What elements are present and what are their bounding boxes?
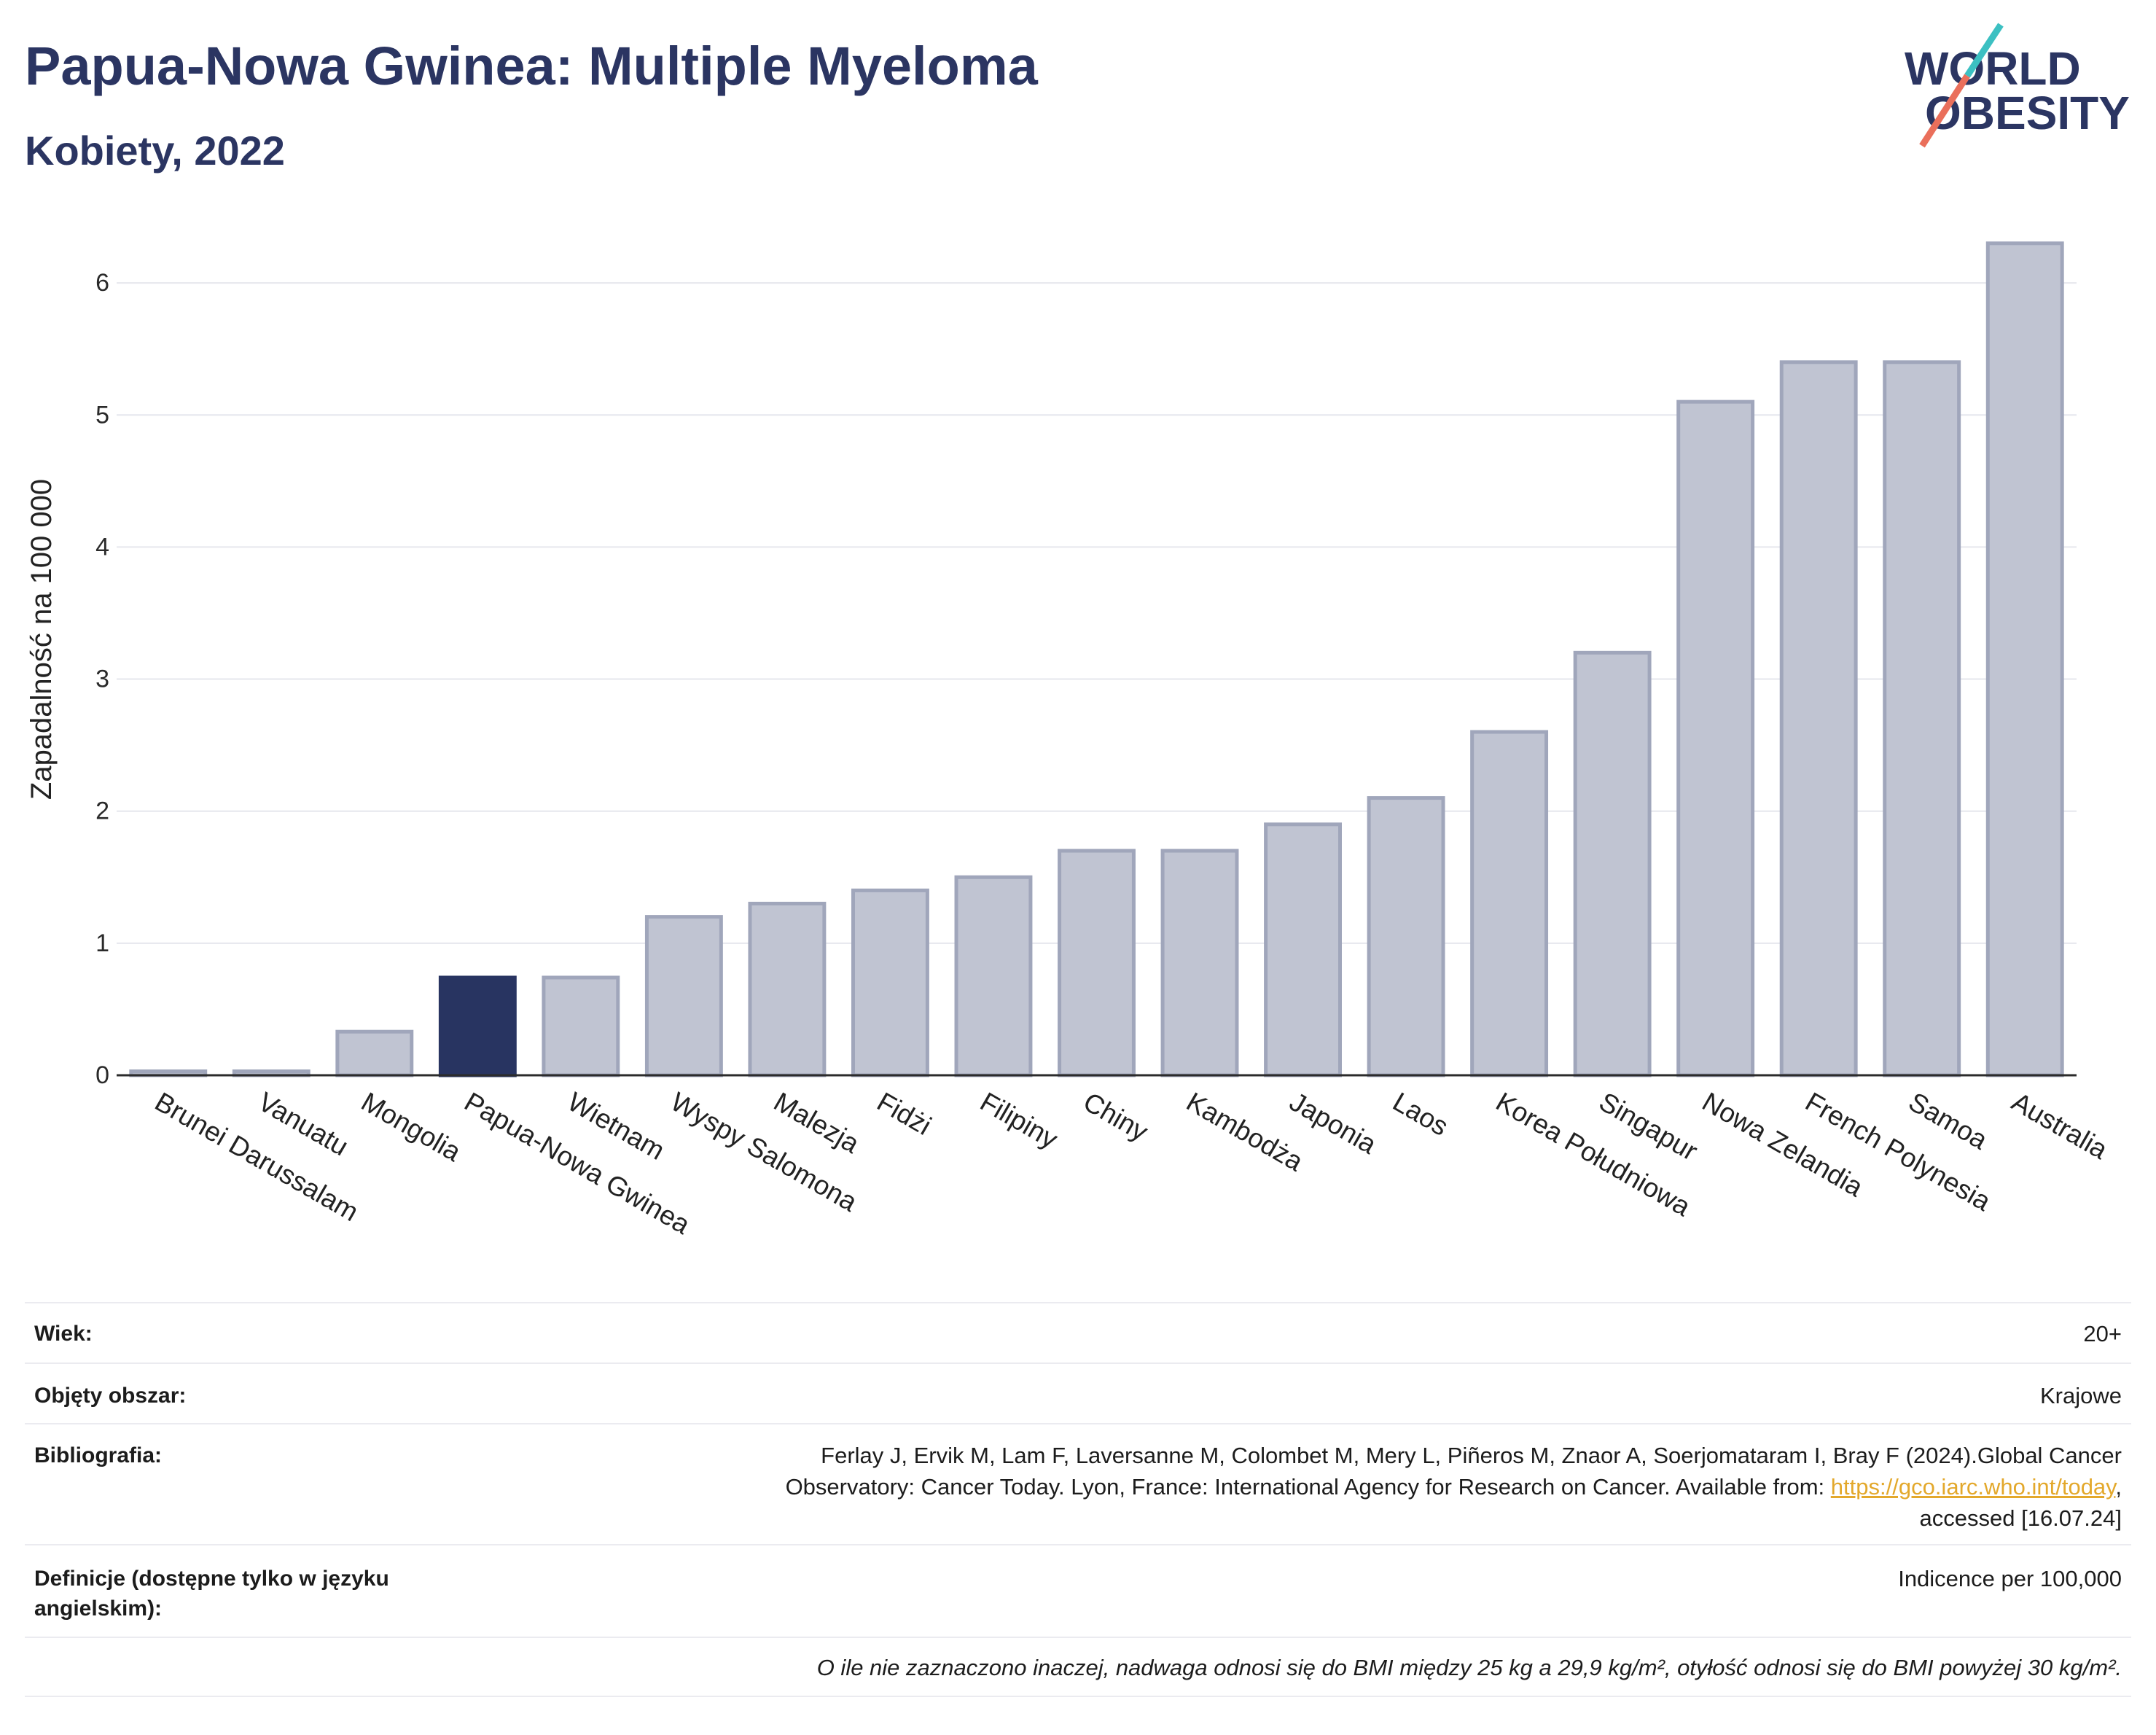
divider [25, 1696, 2131, 1697]
page-title: Papua-Nowa Gwinea: Multiple Myeloma [25, 36, 1038, 96]
bar [1779, 360, 1858, 1077]
x-tick-label: Chiny [1079, 1086, 1154, 1147]
y-tick-label: 6 [95, 269, 109, 297]
x-tick-label: Australia [2007, 1086, 2113, 1165]
y-tick-label: 1 [95, 929, 109, 957]
divider [25, 1423, 2131, 1424]
y-tick-label: 4 [95, 533, 109, 561]
logo-slash-top [1964, 23, 2004, 78]
bar [542, 975, 620, 1077]
bar [1367, 796, 1445, 1077]
bar [335, 1029, 414, 1077]
bar [1985, 241, 2064, 1077]
area-label: Objęty obszar: [34, 1384, 187, 1408]
bar [1883, 360, 1961, 1077]
definitions-label: Definicje (dostępne tylko w języku angie… [34, 1567, 389, 1621]
bibliography-text: , [2115, 1474, 2122, 1500]
bar [954, 875, 1033, 1077]
bar [748, 902, 827, 1077]
logo-text-obesity: OBESITY [1925, 87, 2130, 139]
bar [644, 915, 723, 1077]
y-tick-label: 5 [95, 401, 109, 429]
age-value: 20+ [2083, 1321, 2122, 1346]
x-tick-label: Korea Południowa [1491, 1086, 1696, 1222]
bibliography-line: Ferlay J, Ervik M, Lam F, Laversanne M, … [821, 1443, 2122, 1468]
bibliography-text: Observatory: Cancer Today. Lyon, France:… [785, 1474, 1831, 1500]
bar-highlighted [438, 975, 517, 1077]
y-tick-label: 2 [95, 798, 109, 825]
y-tick-label: 0 [95, 1061, 109, 1089]
x-tick-label: Filipiny [975, 1086, 1063, 1154]
bibliography-label: Bibliografia: [34, 1443, 163, 1467]
x-tick-label: French Polynesia [1800, 1086, 1996, 1217]
y-tick-labels: 0 1 2 3 4 5 6 [95, 269, 109, 1089]
x-tick-label: Laos [1388, 1086, 1453, 1142]
y-tick-label: 3 [95, 666, 109, 693]
bar [1264, 822, 1343, 1077]
area-value: Krajowe [2040, 1383, 2122, 1408]
footnote: O ile nie zaznaczono inaczej, nadwaga od… [816, 1655, 2122, 1680]
page-subtitle: Kobiety, 2022 [25, 128, 285, 174]
bar [851, 888, 929, 1077]
divider [25, 1362, 2131, 1364]
logo-slash-bottom [1919, 74, 1970, 148]
age-label: Wiek: [34, 1322, 93, 1346]
divider [25, 1637, 2131, 1638]
divider [25, 1544, 2131, 1545]
x-tick-label: Kambodża [1181, 1086, 1308, 1177]
x-tick-label: Mongolia [356, 1086, 466, 1167]
y-axis-label: Zapadalność na 100 000 [26, 479, 58, 800]
bar [1573, 650, 1652, 1077]
bar [1160, 849, 1239, 1077]
x-tick-label: Fidżi [872, 1086, 936, 1141]
definitions-value: Indicence per 100,000 [1898, 1566, 2122, 1591]
bibliography-value: Ferlay J, Ervik M, Lam F, Laversanne M, … [786, 1440, 2122, 1534]
world-obesity-logo: WORLD OBESITY [1905, 23, 2130, 148]
x-tick-label: Wyspy Salomona [665, 1086, 862, 1217]
divider [25, 1302, 2131, 1303]
bars [129, 241, 2064, 1077]
bar [1470, 730, 1549, 1077]
bar [1058, 849, 1136, 1077]
bibliography-link[interactable]: https://gco.iarc.who.int/today [1830, 1474, 2116, 1500]
bar [1676, 399, 1755, 1077]
logo-text-world: WORLD [1905, 42, 2081, 95]
bibliography-line: Observatory: Cancer Today. Lyon, France:… [786, 1471, 2122, 1502]
bibliography-line: accessed [16.07.24] [1919, 1505, 2122, 1531]
